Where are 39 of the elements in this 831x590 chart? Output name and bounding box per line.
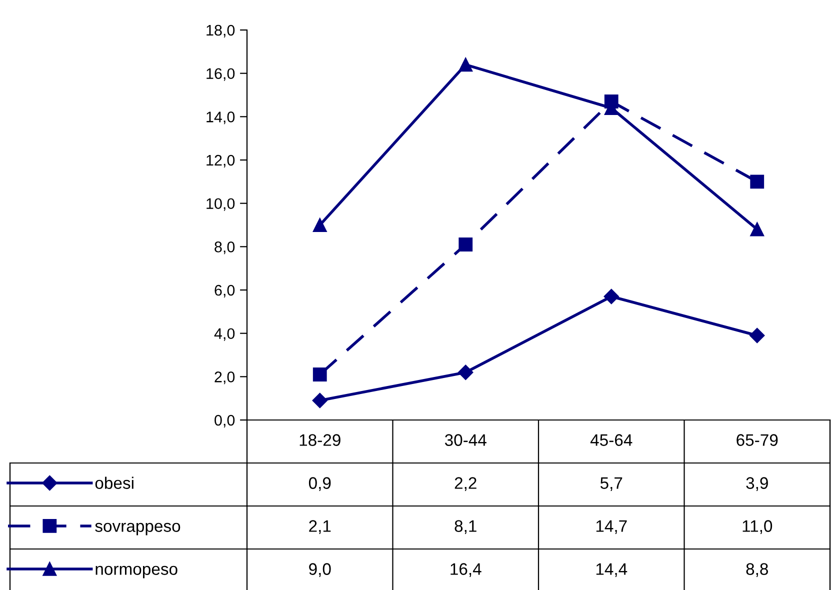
data-label: 9,0 (309, 563, 331, 577)
data-label: 2,2 (454, 477, 476, 491)
y-tick-label: 4,0 (214, 328, 235, 341)
y-tick-label: 10,0 (206, 198, 235, 211)
point (458, 238, 473, 252)
point (312, 218, 327, 232)
y-tick-label: 12,0 (206, 154, 235, 168)
y-tick-label: 18,0 (206, 24, 235, 38)
data-label: 0,9 (308, 477, 331, 491)
y-tick-label: 14,0 (206, 112, 235, 124)
point (750, 222, 764, 236)
point (458, 364, 474, 380)
data-label: 16,4 (450, 563, 482, 577)
data-label: 5,7 (600, 477, 622, 491)
data-label: 14,4 (596, 563, 628, 577)
data-label: 11,0 (742, 520, 772, 534)
x-tick-label: 65-79 (736, 434, 778, 446)
point (458, 58, 473, 72)
point (312, 392, 328, 408)
data-label: 3,9 (746, 477, 768, 491)
y-tick-label: 16,0 (206, 68, 235, 81)
data-label: 8,8 (746, 563, 768, 577)
point (604, 288, 619, 304)
legend-label: normopeso (96, 566, 178, 578)
data-label: 8,1 (454, 520, 476, 534)
point (750, 174, 764, 189)
point (750, 328, 765, 344)
x-tick-label: 18-29 (300, 434, 340, 446)
y-tick-label: 6,0 (214, 284, 235, 298)
x-tick-label: 45-64 (590, 434, 632, 446)
legend-label: sovrappeso (95, 522, 180, 536)
y-tick-label: 0,0 (214, 414, 235, 428)
y-tick-label: 8,0 (214, 242, 235, 254)
point (312, 368, 327, 382)
data-label: 2,1 (309, 520, 331, 534)
x-tick-label: 30-44 (444, 434, 486, 446)
data-label: 14,7 (596, 520, 627, 534)
legend-label: obesi (95, 476, 134, 489)
y-tick-label: 2,0 (214, 372, 235, 384)
